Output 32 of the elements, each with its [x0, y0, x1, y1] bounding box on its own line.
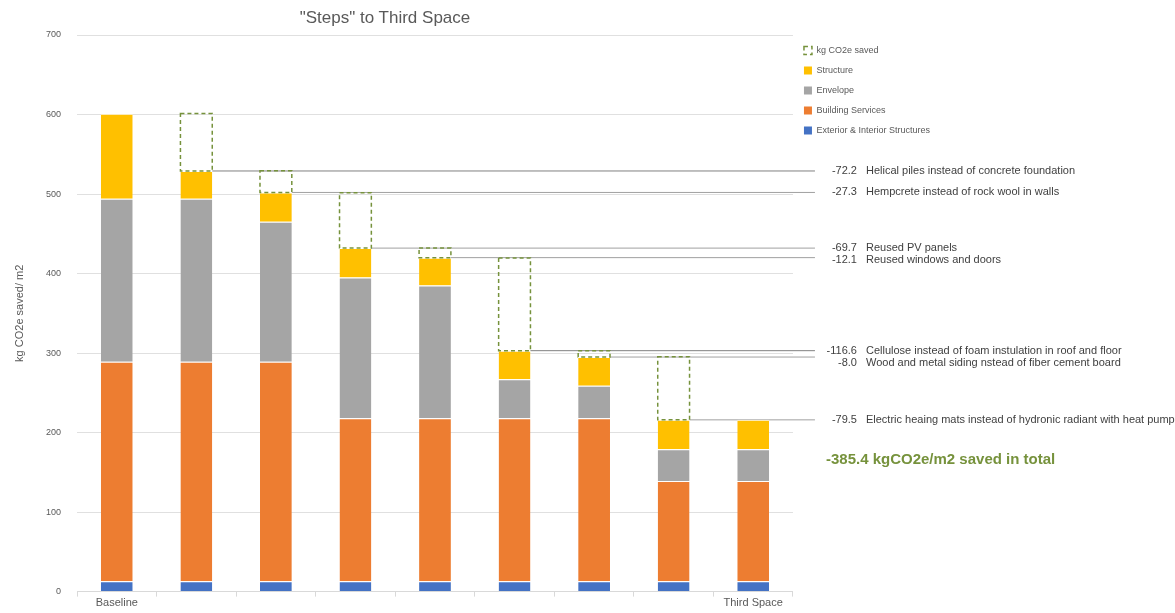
y-tick-label: 400: [45, 268, 62, 279]
text: -27.3: [831, 185, 857, 198]
legend-label: Envelope: [816, 84, 854, 95]
text: -72.2: [831, 164, 857, 176]
text: Reused windows and doors: [865, 253, 1002, 266]
y-tick-label: 200: [45, 427, 62, 438]
y-tick-label: 600: [45, 109, 62, 119]
text: Helical piles instead of concrete foundation: [865, 164, 1076, 176]
y-tick-label: 100: [45, 506, 62, 517]
y-tick-label: 500: [45, 188, 62, 199]
text: -385.4 kgCO2e/m2 saved in total: [825, 449, 1056, 467]
y-tick-label: 700: [45, 29, 62, 40]
legend-label: Structure: [816, 64, 853, 75]
text: Electric heaing mats instead of hydronic radiant with heat pump: [865, 412, 1175, 425]
text: Cellulose instead of foam instulation in roof and floor: [865, 343, 1122, 356]
text: -12.1: [831, 253, 857, 266]
text: Wood and metal siding nstead of fiber cement board: [865, 355, 1121, 368]
text: Reused PV panels: [865, 241, 958, 254]
legend-label: Exterior & Interior Structures: [816, 124, 931, 135]
x-tick-label: Third Space: [723, 596, 783, 609]
text: -69.7: [831, 241, 857, 254]
text: -116.6: [826, 343, 857, 356]
y-tick-label: 0: [56, 586, 62, 597]
y-axis-title: kg CO2e saved/ m2: [13, 264, 26, 362]
x-tick-label: Baseline: [95, 596, 138, 609]
y-tick-label: 300: [45, 347, 62, 358]
text: -8.0: [837, 355, 857, 368]
legend-label: Building Services: [816, 104, 886, 115]
chart-title: "Steps" to Third Space: [299, 7, 471, 27]
text: Hempcrete instead of rock wool in walls: [865, 185, 1060, 198]
legend-label: kg CO2e saved: [816, 44, 879, 55]
text: -79.5: [831, 412, 857, 425]
